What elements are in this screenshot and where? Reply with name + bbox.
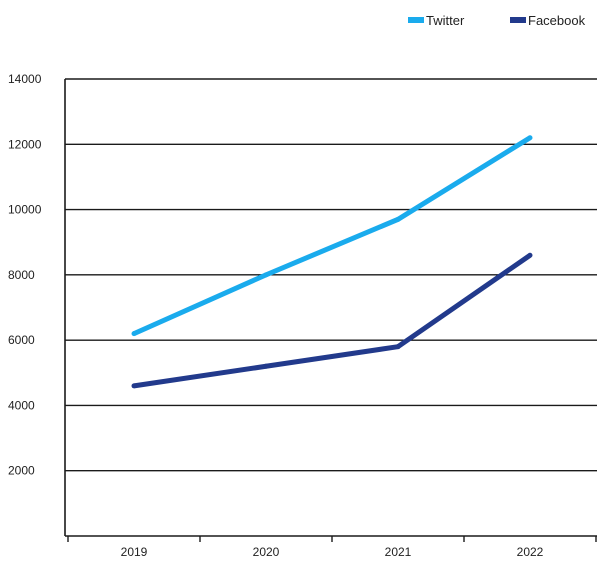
data-point-twitter: [263, 272, 269, 278]
x-tick-label: 2022: [517, 545, 544, 559]
data-point-facebook: [527, 252, 533, 258]
x-axis-tick-labels: 2019 2020 2021 2022: [121, 545, 544, 559]
legend-swatch-twitter: [408, 17, 424, 23]
legend-label-facebook: Facebook: [528, 13, 586, 28]
data-point-twitter: [131, 331, 137, 337]
y-tick-label: 14000: [8, 72, 42, 86]
x-tick-label: 2020: [253, 545, 280, 559]
y-tick-label: 6000: [8, 333, 35, 347]
data-point-facebook: [395, 344, 401, 350]
y-tick-label: 2000: [8, 464, 35, 478]
data-point-twitter: [527, 135, 533, 141]
legend: Twitter Facebook: [408, 13, 586, 28]
y-tick-label: 12000: [8, 137, 42, 151]
data-point-facebook: [263, 363, 269, 369]
x-tick-label: 2021: [385, 545, 412, 559]
data-point-facebook: [131, 383, 137, 389]
series-lines: [131, 135, 533, 389]
series-line-twitter: [132, 135, 532, 336]
gridlines: [65, 78, 597, 472]
axes: [64, 79, 597, 542]
legend-swatch-facebook: [510, 17, 526, 23]
y-axis-tick-labels: 2000 4000 6000 8000 10000 12000 14000: [8, 72, 42, 478]
y-tick-label: 8000: [8, 268, 35, 282]
y-tick-label: 4000: [8, 398, 35, 412]
legend-label-twitter: Twitter: [426, 13, 465, 28]
data-point-twitter: [395, 216, 401, 222]
y-tick-label: 10000: [8, 203, 42, 217]
x-tick-label: 2019: [121, 545, 148, 559]
series-line-facebook: [133, 253, 532, 389]
